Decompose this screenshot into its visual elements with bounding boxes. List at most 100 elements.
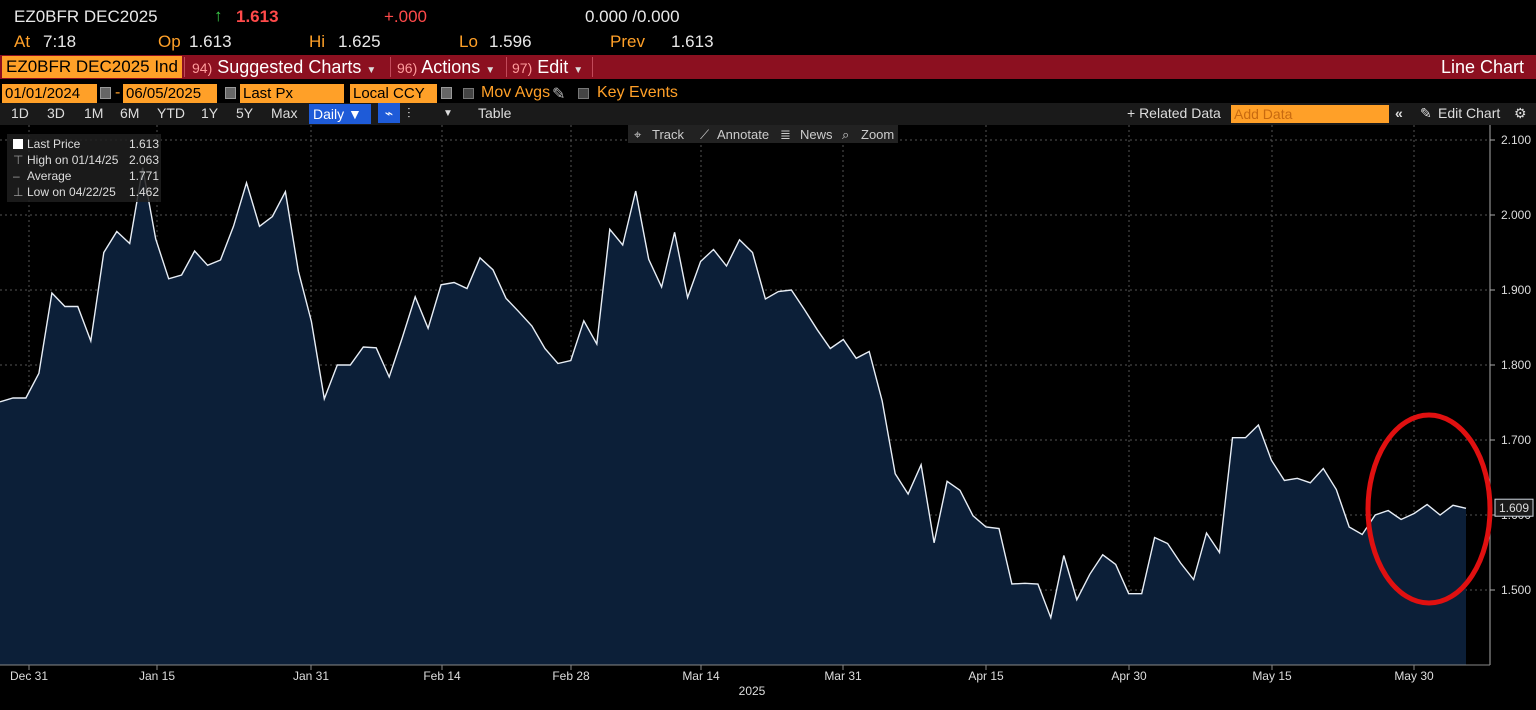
calendar-icon[interactable] <box>225 87 236 99</box>
zoom-button[interactable]: Zoom <box>861 127 895 142</box>
x-tick-label: Mar 31 <box>824 669 862 683</box>
price-area-fill <box>0 167 1466 665</box>
series-swatch <box>13 139 23 149</box>
actions-menu[interactable]: 96) Actions ▼ <box>397 55 495 79</box>
legend-average: – Average 1.771 <box>13 169 159 183</box>
news-icon[interactable]: ≣ <box>780 127 791 142</box>
legend-high: ⊤ High on 01/14/25 2.063 <box>13 153 159 167</box>
legend-label: Low on 04/22/25 <box>27 185 116 199</box>
y-tick-label: 1.500 <box>1501 583 1531 597</box>
period-max-button[interactable]: Max <box>271 105 298 121</box>
start-date-input[interactable]: 01/01/2024 <box>2 84 97 103</box>
menu-bar: EZ0BFR DEC2025 Ind 94) Suggested Charts … <box>0 55 1536 79</box>
pencil-icon[interactable]: ✎ <box>1420 105 1432 121</box>
net-change: +.000 <box>384 7 428 26</box>
key-events-checkbox[interactable] <box>578 88 589 99</box>
chevron-down-icon[interactable]: ▼ <box>443 108 453 119</box>
ticker-field[interactable]: EZ0BFR DEC2025 Ind <box>2 56 182 78</box>
field-select[interactable]: Last Px <box>240 84 344 103</box>
legend-value: 1.771 <box>128 169 159 183</box>
up-arrow-icon: ↑ <box>214 6 223 25</box>
period-5y-button[interactable]: 5Y <box>236 105 254 121</box>
track-button[interactable]: Track <box>652 127 685 142</box>
zoom-icon[interactable]: ⌕ <box>842 127 850 142</box>
legend-label: Average <box>27 169 72 183</box>
y-tick-label: 2.000 <box>1501 208 1531 222</box>
chart-toolbar: 1D 3D 1M 6M YTD 1Y 5Y Max Daily ▼ ⌁ ⫶ ▼ … <box>0 103 1536 125</box>
end-date-input[interactable]: 06/05/2025 <box>123 84 217 103</box>
chart-tools-bar: ⌖ Track ⟋ Annotate ≣ News ⌕ Zoom <box>628 125 898 143</box>
open-value: 1.613 <box>189 32 232 51</box>
y-tick-label: 2.100 <box>1501 133 1531 147</box>
legend-last-price[interactable]: Last Price 1.613 <box>13 137 159 151</box>
period-6m-button[interactable]: 6M <box>120 105 140 121</box>
x-tick-label: Apr 30 <box>1111 669 1147 683</box>
period-1y-button[interactable]: 1Y <box>201 105 219 121</box>
calendar-icon[interactable] <box>100 87 111 99</box>
dropdown-icon[interactable] <box>441 87 452 99</box>
x-tick-label: Apr 15 <box>968 669 1004 683</box>
line-chart-icon[interactable]: ⌁ <box>378 103 400 123</box>
gear-icon[interactable]: ⚙ <box>1514 105 1527 121</box>
x-tick-label: Feb 14 <box>423 669 461 683</box>
key-events-label: Key Events <box>597 84 678 101</box>
y-tick-label: 1.700 <box>1501 433 1531 447</box>
menu-label: Actions <box>421 57 481 77</box>
period-1m-button[interactable]: 1M <box>84 105 104 121</box>
period-1d-button[interactable]: 1D <box>11 105 29 121</box>
x-tick-label: May 30 <box>1394 669 1434 683</box>
legend-low: ⊥ Low on 04/22/25 1.462 <box>13 185 159 199</box>
mov-avgs-label: Mov Avgs <box>481 84 551 101</box>
chevron-down-icon: ▼ <box>573 65 584 76</box>
prev-value: 1.613 <box>671 32 714 51</box>
menu-number: 96) <box>397 60 418 76</box>
chevron-down-icon: ▼ <box>485 65 496 76</box>
pencil-icon[interactable]: ✎ <box>552 86 566 103</box>
at-time: 7:18 <box>43 32 77 51</box>
menu-number: 97) <box>512 60 533 76</box>
chart-options-row: 01/01/2024 - 06/05/2025 Last Px Local CC… <box>0 83 1536 105</box>
x-tick-label: Feb 28 <box>552 669 590 683</box>
news-button[interactable]: News <box>800 127 833 142</box>
x-axis-year: 2025 <box>739 684 766 698</box>
track-icon[interactable]: ⌖ <box>634 127 642 142</box>
legend-value: 1.462 <box>128 185 159 199</box>
edit-chart-button[interactable]: Edit Chart <box>1438 105 1501 121</box>
high-value: 1.625 <box>338 32 381 51</box>
table-button[interactable]: Table <box>478 105 512 121</box>
high-label: Hi <box>309 32 326 51</box>
bid-ask: 0.000 /0.000 <box>585 7 680 26</box>
x-tick-label: Dec 31 <box>10 669 48 683</box>
legend-label: Last Price <box>27 137 81 151</box>
related-data-button[interactable]: + Related Data <box>1127 105 1221 121</box>
x-tick-label: Jan 31 <box>293 669 329 683</box>
quote-header: EZ0BFR DEC2025 ↑ 1.613 +.000 0.000 /0.00… <box>0 0 1536 54</box>
annotate-button[interactable]: Annotate <box>717 127 770 142</box>
add-data-input[interactable]: Add Data <box>1231 105 1389 123</box>
chart-type-title: Line Chart <box>1440 57 1524 77</box>
period-3d-button[interactable]: 3D <box>47 105 65 121</box>
suggested-charts-menu[interactable]: 94) Suggested Charts ▼ <box>192 55 376 79</box>
bar-chart-icon[interactable]: ⫶ <box>407 105 411 121</box>
collapse-icon[interactable]: « <box>1395 105 1403 121</box>
x-tick-label: Mar 14 <box>682 669 720 683</box>
prev-label: Prev <box>610 32 645 51</box>
x-tick-label: Jan 15 <box>139 669 175 683</box>
currency-select[interactable]: Local CCY <box>350 84 437 103</box>
last-value-text: 1.609 <box>1499 501 1529 515</box>
period-ytd-button[interactable]: YTD <box>157 105 185 121</box>
legend-value: 2.063 <box>128 153 159 167</box>
legend-value: 1.613 <box>128 137 159 151</box>
menu-number: 94) <box>192 60 213 76</box>
frequency-select[interactable]: Daily ▼ <box>309 104 371 124</box>
chevron-down-icon: ▼ <box>366 65 377 76</box>
x-tick-label: May 15 <box>1252 669 1292 683</box>
edit-menu[interactable]: 97) Edit ▼ <box>512 55 583 79</box>
chart-legend: Last Price 1.613 ⊤ High on 01/14/25 2.063… <box>7 134 161 202</box>
y-tick-label: 1.800 <box>1501 358 1531 372</box>
mov-avgs-checkbox[interactable] <box>463 88 474 99</box>
annotate-icon[interactable]: ⟋ <box>700 127 710 142</box>
last-price: 1.613 <box>236 7 279 26</box>
